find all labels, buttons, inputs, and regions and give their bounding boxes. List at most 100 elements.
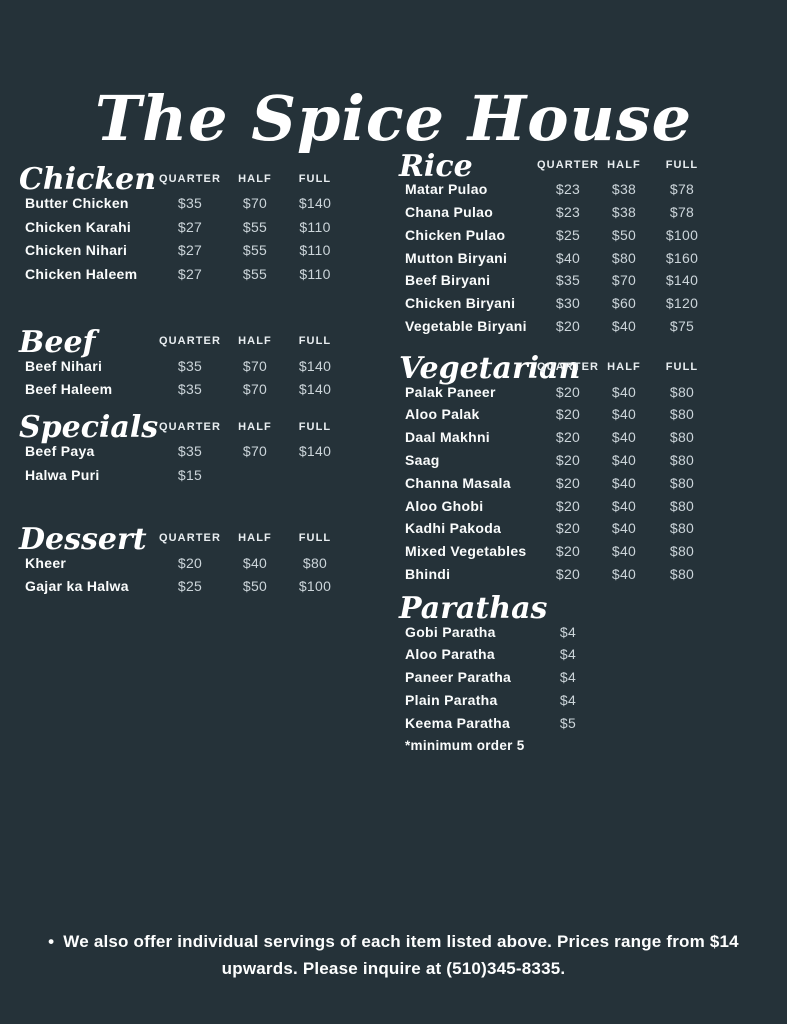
item-price-full: $80: [669, 497, 695, 514]
item-name: Chicken Nihari: [25, 242, 128, 259]
item-price-half: $70: [242, 381, 268, 398]
item-price-quarter: $27: [177, 265, 203, 282]
item-price-quarter: $35: [555, 272, 581, 289]
footer-note: • We also offer individual servings of ea…: [0, 928, 787, 982]
section-heading: Rice: [399, 148, 473, 184]
section-heading: Parathas: [399, 591, 548, 627]
price-column-header: FULL: [665, 158, 699, 171]
item-price-quarter: $4: [559, 669, 577, 686]
item-price-quarter: $35: [177, 195, 203, 212]
item-name: Gajar ka Halwa: [25, 578, 129, 595]
item-price-full: $80: [669, 474, 695, 491]
item-price-quarter: $20: [177, 554, 203, 571]
item-price-full: $80: [669, 543, 695, 560]
item-price-half: $70: [611, 272, 637, 289]
price-column-header: HALF: [607, 158, 641, 171]
item-price-half: $40: [611, 565, 637, 582]
item-price-quarter: $20: [555, 497, 581, 514]
price-column-header: FULL: [665, 361, 699, 374]
price-column-header: HALF: [607, 361, 641, 374]
item-name: Chana Pulao: [405, 203, 494, 220]
item-price-quarter: $20: [555, 451, 581, 468]
menu-section: Rice QUARTER HALF FULL Matar Pulao $23 $38 $78 C…: [399, 149, 787, 337]
item-name: Aloo Ghobi: [405, 497, 484, 514]
section-note: *minimum order 5: [405, 738, 525, 754]
item-price-full: $110: [299, 218, 331, 235]
item-price-half: $80: [611, 249, 637, 266]
item-name: Aloo Paratha: [405, 646, 495, 663]
price-column-header: HALF: [238, 335, 272, 347]
item-price-half: $40: [611, 317, 637, 334]
item-price-quarter: $23: [555, 181, 581, 198]
item-price-half: $70: [242, 443, 268, 460]
right-column: Rice QUARTER HALF FULL Matar Pulao $23 $38 $78 C…: [390, 146, 787, 757]
footer-text: • We also offer individual servings of ea…: [44, 928, 744, 982]
item-price-full: $80: [669, 383, 695, 400]
section-heading: Specials: [19, 410, 159, 446]
section-heading: Chicken: [19, 162, 157, 198]
item-name: Keema Paratha: [405, 714, 511, 731]
item-price-half: $55: [242, 265, 268, 282]
item-name: Daal Makhni: [405, 429, 490, 446]
bullet-icon: •: [48, 932, 55, 951]
item-name: Gobi Paratha: [405, 623, 496, 640]
item-name: Butter Chicken: [25, 195, 129, 212]
price-column-header: FULL: [298, 335, 332, 347]
item-name: Channa Masala: [405, 474, 511, 491]
item-price-quarter: $20: [555, 543, 581, 560]
price-column-header: QUARTER: [158, 420, 222, 433]
section-heading: Beef: [19, 324, 96, 360]
item-price-half: $40: [242, 554, 268, 571]
price-column-header: QUARTER: [537, 158, 600, 171]
item-price-full: $80: [669, 520, 695, 537]
item-price-quarter: $20: [555, 474, 581, 491]
menu-section: Dessert QUARTER HALF FULL Kheer $20 $40 $80 Gaja…: [19, 522, 390, 599]
price-column-header: [649, 613, 715, 620]
item-name: Halwa Puri: [25, 466, 100, 483]
item-price-half: $70: [242, 195, 268, 212]
item-price-half: $55: [242, 218, 268, 235]
item-name: Beef Paya: [25, 443, 95, 460]
item-price-quarter: $20: [555, 520, 581, 537]
price-column-header: HALF: [238, 420, 272, 433]
item-name: Matar Pulao: [405, 181, 488, 198]
menu-section: Vegetarian QUARTER HALF FULL Palak Paneer $20…: [399, 351, 787, 585]
item-price-half: $40: [611, 474, 637, 491]
item-price-half: $50: [611, 226, 637, 243]
item-name: Chicken Karahi: [25, 218, 132, 235]
item-price-quarter: $27: [177, 218, 203, 235]
item-price-quarter: $20: [555, 429, 581, 446]
item-name: Paneer Paratha: [405, 669, 512, 686]
item-price-quarter: $25: [177, 578, 203, 595]
item-price-quarter: $27: [177, 242, 203, 259]
price-column-header: QUARTER: [158, 172, 222, 185]
item-price-quarter: $20: [555, 565, 581, 582]
item-price-quarter: $4: [559, 623, 577, 640]
item-price-quarter: $4: [559, 646, 577, 663]
section-grid: Chicken QUARTER HALF FULL Butter Chicken $35 $…: [19, 162, 390, 286]
item-name: Chicken Pulao: [405, 226, 506, 243]
item-price-quarter: $30: [555, 295, 581, 312]
item-price-full: $110: [299, 265, 331, 282]
item-price-half: $40: [611, 497, 637, 514]
item-name: Palak Paneer: [405, 383, 496, 400]
item-price-full: $140: [298, 357, 332, 374]
menu-section: Specials QUARTER HALF FULL Beef Paya $35 $70 $1…: [19, 410, 390, 487]
item-name: Beef Haleem: [25, 381, 113, 398]
item-price-full: $140: [298, 381, 332, 398]
price-column-header: FULL: [298, 532, 332, 544]
footer-message: We also offer individual servings of eac…: [63, 932, 739, 979]
item-name: Beef Biryani: [405, 272, 491, 289]
price-column-header: FULL: [298, 172, 332, 185]
item-price-quarter: $23: [555, 203, 581, 220]
item-price-half: $50: [242, 578, 268, 595]
item-price-full: $78: [669, 203, 695, 220]
item-price-quarter: $20: [555, 317, 581, 334]
item-price-half: $40: [611, 383, 637, 400]
item-name: Bhindi: [405, 565, 451, 582]
item-price-half: $38: [611, 181, 637, 198]
item-name: Plain Paratha: [405, 691, 498, 708]
item-name: Vegetable Biryani: [405, 317, 527, 334]
item-price-quarter: $4: [559, 691, 577, 708]
